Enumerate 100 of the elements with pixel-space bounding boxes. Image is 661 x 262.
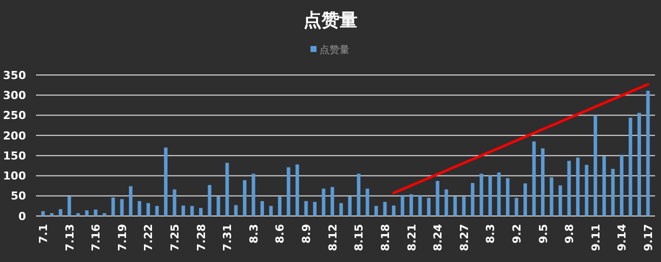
x-tick-label: 7.25 <box>168 224 182 252</box>
bar <box>76 213 80 216</box>
y-tick-label: 50 <box>10 190 26 203</box>
bar <box>497 172 501 216</box>
bar <box>234 205 238 216</box>
bar <box>190 206 194 216</box>
bar <box>374 206 378 216</box>
x-tick-label: 7.16 <box>90 224 103 252</box>
bar <box>313 202 317 216</box>
bar <box>602 156 606 216</box>
bar <box>199 208 203 216</box>
bar <box>216 196 220 216</box>
x-tick-label: 7.31 <box>221 224 234 252</box>
bar <box>339 203 343 216</box>
bar <box>225 162 229 216</box>
bar <box>628 118 632 216</box>
x-tick-label: 9.17 <box>642 224 655 252</box>
bar <box>330 186 334 216</box>
bar <box>523 183 527 216</box>
bar <box>58 209 62 216</box>
bar <box>576 158 580 216</box>
bar <box>322 188 326 216</box>
bar <box>304 201 308 216</box>
bar <box>594 115 598 216</box>
chart-title: 点赞量 <box>304 10 358 31</box>
bar <box>182 206 186 216</box>
bar <box>541 148 545 216</box>
bar <box>584 164 588 216</box>
bar <box>646 90 650 216</box>
bar <box>50 213 54 216</box>
x-tick-label: 7.28 <box>194 224 208 252</box>
x-tick-label: 9.5 <box>536 224 550 244</box>
x-tick-label: 8.27 <box>458 224 471 252</box>
x-tick-label: 8.9 <box>300 224 314 244</box>
bar <box>85 210 89 216</box>
y-tick-label: 150 <box>3 149 26 162</box>
bar <box>111 197 115 216</box>
bar <box>242 180 246 216</box>
bar <box>286 167 290 216</box>
bar <box>128 186 132 216</box>
bar <box>400 195 404 216</box>
y-tick-label: 250 <box>3 109 26 122</box>
bar <box>514 198 518 216</box>
bar <box>269 206 273 216</box>
bar <box>146 203 150 216</box>
bar <box>68 196 72 216</box>
x-tick-label: 7.1 <box>37 224 50 244</box>
bar <box>506 178 510 216</box>
bar <box>470 182 474 216</box>
bar <box>550 177 554 216</box>
bar <box>348 196 352 216</box>
x-tick-label: 8.24 <box>432 224 445 252</box>
bar <box>164 148 168 216</box>
bar <box>488 176 492 216</box>
bar <box>155 206 159 216</box>
bar <box>260 201 264 216</box>
x-tick-label: 8.18 <box>378 224 392 252</box>
bar <box>567 160 571 216</box>
bar <box>410 194 414 216</box>
bar <box>383 202 387 216</box>
bar <box>138 201 142 216</box>
bar <box>436 180 440 216</box>
bar <box>462 196 466 216</box>
bar <box>620 154 624 216</box>
bar <box>392 206 396 216</box>
legend-label: 点赞量 <box>320 44 350 56</box>
x-tick-label: 9.14 <box>616 224 629 252</box>
bar <box>278 196 282 216</box>
bar <box>356 174 360 216</box>
bar <box>366 188 370 216</box>
x-tick-label: 7.13 <box>63 224 76 252</box>
x-tick-label: 8.3 <box>484 224 498 244</box>
x-tick-label: 8.3 <box>247 224 260 244</box>
x-tick-label: 7.19 <box>116 224 129 252</box>
bar <box>444 189 448 216</box>
bar <box>637 112 641 216</box>
bar <box>532 141 536 216</box>
bar <box>418 195 422 216</box>
bar <box>480 174 484 216</box>
bar <box>41 211 45 216</box>
y-tick-label: 200 <box>3 129 26 142</box>
x-tick-label: 8.12 <box>326 224 340 252</box>
x-tick-label: 8.6 <box>274 224 287 244</box>
bar <box>558 185 562 216</box>
x-tick-label: 9.11 <box>589 224 602 252</box>
x-tick-label: 9.2 <box>510 224 524 244</box>
bar <box>120 199 124 216</box>
y-tick-label: 100 <box>3 170 26 183</box>
bar <box>453 196 457 216</box>
bar <box>94 210 98 216</box>
bar <box>611 168 615 216</box>
x-tick-label: 7.22 <box>142 224 156 252</box>
y-tick-label: 0 <box>18 210 26 223</box>
x-tick-label: 9.8 <box>563 224 576 244</box>
y-tick-label: 300 <box>3 88 26 102</box>
bar <box>172 189 176 216</box>
bar <box>427 198 431 216</box>
bar <box>252 174 256 216</box>
x-tick-label: 8.21 <box>405 224 418 252</box>
x-tick-label: 8.15 <box>352 224 366 252</box>
